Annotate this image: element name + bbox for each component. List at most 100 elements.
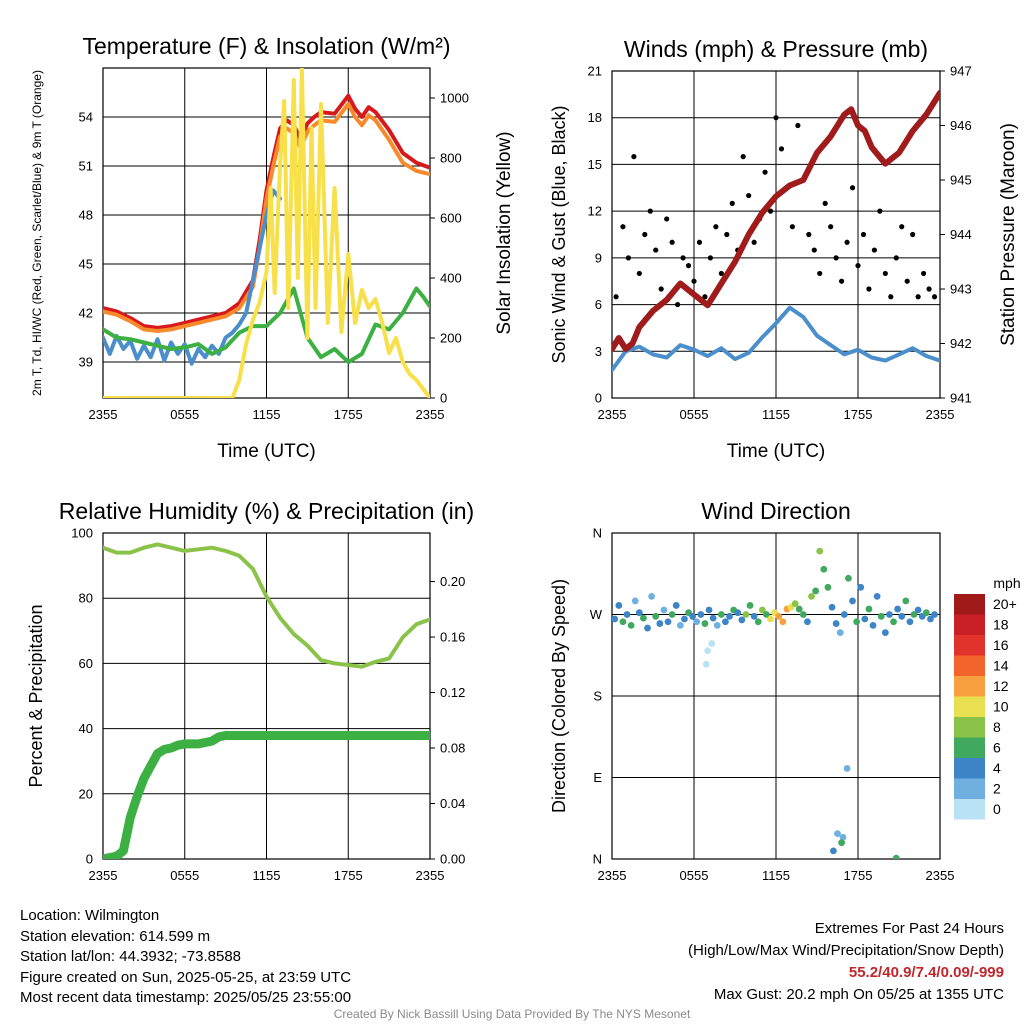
direction-point xyxy=(726,612,733,620)
x-tick-label: 0555 xyxy=(170,868,199,883)
chart-rh: 2355 0555 1155 1755 23550204060801000.000.04… xyxy=(26,498,474,883)
colorbar-label: 0 xyxy=(993,801,1001,817)
series-point xyxy=(926,286,932,292)
y-axis-label: Sonic Wind & Gust (Blue, Black) xyxy=(549,105,569,363)
colorbar-swatch xyxy=(954,758,985,779)
series-point xyxy=(767,208,774,214)
series-point xyxy=(899,224,905,230)
direction-point xyxy=(892,854,900,859)
direction-point xyxy=(922,609,930,617)
extremes-title: Extremes For Past 24 Hours xyxy=(814,920,1004,937)
y-tick-label: 20 xyxy=(79,786,93,801)
series-point xyxy=(664,216,670,222)
y-tick-label: 0 xyxy=(86,852,93,867)
colorbar-label: 16 xyxy=(993,637,1009,653)
direction-point xyxy=(717,611,725,618)
direction-point xyxy=(910,611,918,618)
plot-frame xyxy=(102,67,431,399)
series-point xyxy=(893,255,899,261)
colorbar-swatch xyxy=(954,676,985,697)
x-tick-label: 2355 xyxy=(89,868,118,883)
extremes-values: 55.2/40.9/7.4/0.09/-999 xyxy=(848,964,1004,981)
y-tick-label: 100 xyxy=(71,526,93,541)
colorbar-swatch xyxy=(954,737,985,758)
direction-point xyxy=(890,618,897,626)
colorbar-label: 18 xyxy=(993,617,1009,633)
colorbar-swatch xyxy=(954,614,985,635)
colorbar-swatch xyxy=(954,635,985,656)
direction-point xyxy=(845,574,852,582)
series-point xyxy=(680,255,686,261)
elevation-text: Station elevation: 614.599 m xyxy=(20,927,211,945)
y2-tick-label: 945 xyxy=(950,173,972,188)
y-axis-label: Percent & Precipitation xyxy=(26,604,46,787)
series-point xyxy=(675,301,681,308)
direction-point xyxy=(834,830,841,838)
series-point xyxy=(631,154,637,160)
series-point xyxy=(625,255,632,261)
series-point xyxy=(811,247,817,253)
direction-point xyxy=(615,602,623,609)
series-point xyxy=(691,278,697,284)
direction-point xyxy=(775,612,783,620)
direction-point xyxy=(758,606,766,614)
direction-point xyxy=(648,592,656,600)
series-point xyxy=(620,224,626,230)
chart-temp: 2355 0555 1155 1755 2355 39 42 45 48 51 54 0 200 400 6… xyxy=(30,33,515,462)
x-tick-label: 2355 xyxy=(926,407,955,422)
y2-axis-label: Solar Insolation (Yellow) xyxy=(494,131,515,334)
y2-axis-label: Station Pressure (Maroon) xyxy=(998,123,1019,346)
x-tick-label: 2355 xyxy=(926,868,955,883)
y-tick-label: 60 xyxy=(79,656,93,671)
x-tick-label: 2355 xyxy=(416,868,445,883)
series-point xyxy=(642,231,648,238)
direction-point xyxy=(791,600,799,608)
direction-point xyxy=(693,618,701,626)
direction-point xyxy=(865,605,873,613)
series-line xyxy=(103,68,430,398)
direction-point xyxy=(843,765,851,772)
colorbar-swatch xyxy=(954,717,985,738)
y-tick-label: 12 xyxy=(588,204,602,219)
direction-point xyxy=(812,587,820,595)
extremes-description: (High/Low/Max Wind/Precipitation/Snow De… xyxy=(688,942,1004,959)
credit-text: Created By Nick Bassill Using Data Provi… xyxy=(333,1007,691,1021)
direction-point xyxy=(881,629,889,637)
x-tick-label: 1155 xyxy=(762,868,790,883)
y2-tick-label: 0.16 xyxy=(440,630,465,645)
direction-point xyxy=(898,612,906,620)
y2-tick-label: 941 xyxy=(950,391,972,406)
y-tick-label: 39 xyxy=(79,355,93,370)
direction-point xyxy=(664,618,672,626)
y-tick-label: N xyxy=(593,852,602,867)
series-line xyxy=(103,731,430,859)
colorbar-swatch xyxy=(954,696,985,717)
extremes-info: Extremes For Past 24 Hours (High/Low/Max… xyxy=(688,918,1004,1006)
y2-tick-label: 800 xyxy=(440,151,462,166)
direction-point xyxy=(853,618,861,626)
series-point xyxy=(707,255,714,261)
x-tick-label: 1755 xyxy=(844,868,873,883)
y-tick-label: 42 xyxy=(79,306,93,321)
direction-point xyxy=(861,615,869,623)
x-tick-label: 1755 xyxy=(844,407,873,422)
direction-point xyxy=(660,606,668,614)
y2-tick-label: 0 xyxy=(440,391,447,406)
direction-point xyxy=(828,603,836,611)
direction-point xyxy=(676,621,684,629)
direction-point xyxy=(619,618,627,626)
direction-point xyxy=(795,605,803,613)
direction-point xyxy=(838,839,845,847)
direction-point xyxy=(709,614,717,622)
y-tick-label: 15 xyxy=(588,157,602,172)
y2-tick-label: 0.20 xyxy=(440,574,465,589)
direction-point xyxy=(672,602,680,609)
y2-tick-label: 400 xyxy=(440,271,462,286)
x-tick-label: 1155 xyxy=(253,407,281,422)
direction-point xyxy=(689,612,697,620)
series-point xyxy=(778,146,785,152)
x-tick-label: 1155 xyxy=(762,407,790,422)
x-tick-label: 0555 xyxy=(680,868,709,883)
y-tick-label: 45 xyxy=(79,257,93,272)
direction-point xyxy=(931,611,938,618)
